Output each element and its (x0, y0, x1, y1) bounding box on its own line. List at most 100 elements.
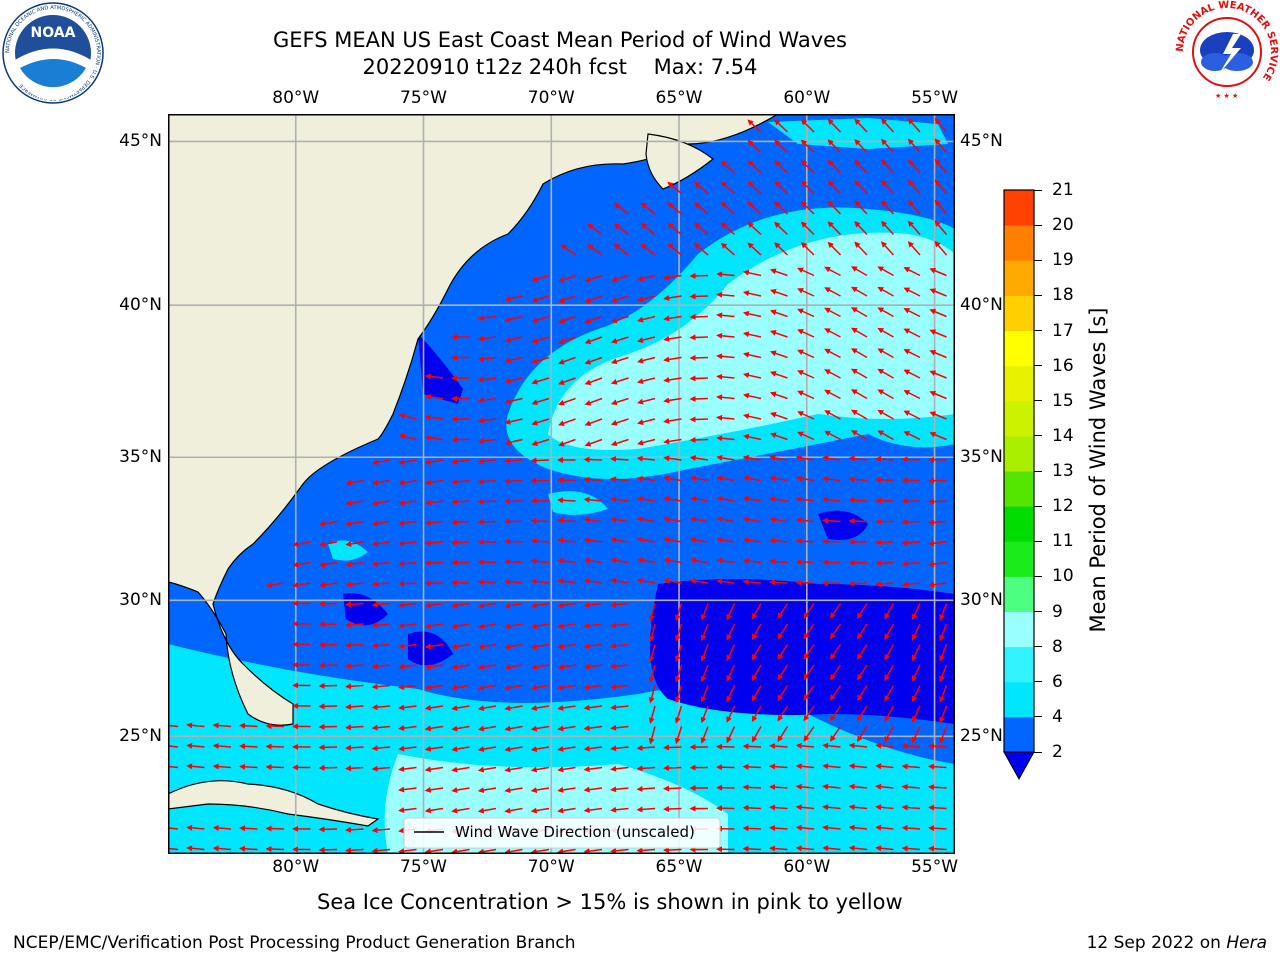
wind-wave-arrow (637, 295, 656, 302)
wind-wave-arrow (398, 499, 417, 506)
colorbar-tick-mark (1034, 470, 1042, 472)
wind-wave-arrow (477, 559, 497, 566)
map-panel[interactable]: Wind Wave Direction (unscaled) (168, 114, 955, 854)
low-period-zones (343, 334, 955, 724)
wind-wave-arrow (700, 623, 709, 642)
wind-wave-arrow (398, 520, 417, 527)
wind-wave-arrow (530, 457, 550, 464)
wind-wave-arrow (674, 623, 683, 642)
wind-wave-arrow (424, 786, 444, 793)
wind-wave-arrow (929, 288, 947, 297)
wind-wave-arrow (875, 742, 894, 749)
wind-wave-arrow (504, 438, 523, 446)
wind-wave-arrow (769, 784, 788, 791)
wind-wave-arrow (901, 763, 921, 770)
wind-wave-arrow (901, 845, 921, 852)
wind-wave-arrow (345, 765, 364, 772)
wind-wave-arrow (640, 222, 656, 236)
wind-wave-arrow (636, 455, 656, 462)
colorbar-tick-mark (1034, 365, 1042, 367)
wind-wave-arrow (928, 519, 947, 526)
wind-wave-arrow (742, 784, 762, 791)
wind-wave-arrow (371, 500, 391, 507)
wind-wave-arrow (803, 685, 815, 701)
wind-wave-arrow (610, 377, 629, 385)
wind-wave-arrow (345, 724, 364, 731)
colorbar (1003, 189, 1035, 781)
map-frame (168, 114, 955, 854)
wind-wave-arrow (797, 329, 815, 338)
wind-wave-arrow (829, 644, 842, 660)
wind-wave-arrow (827, 221, 842, 236)
wind-wave-arrow (583, 622, 603, 629)
wind-wave-arrow (716, 454, 735, 461)
wind-wave-arrow (928, 804, 947, 811)
wind-wave-arrow (398, 479, 417, 486)
wind-wave-arrow (648, 603, 656, 622)
wind-wave-arrow (829, 705, 842, 722)
wind-wave-arrow (751, 705, 762, 723)
colorbar-tick-mark (1034, 259, 1042, 261)
wind-wave-arrow (911, 623, 921, 641)
wind-wave-arrow (689, 334, 709, 341)
wind-wave-arrow (610, 356, 629, 365)
wind-wave-arrow (797, 411, 815, 420)
wind-wave-arrow (583, 602, 603, 609)
wind-wave-arrow (742, 516, 762, 523)
wind-wave-arrow (903, 308, 921, 318)
wind-wave-arrow (877, 286, 894, 297)
wind-wave-arrow (212, 742, 232, 749)
wind-wave-arrow (827, 159, 842, 174)
wind-wave-arrow (928, 784, 947, 791)
wind-wave-arrow (504, 746, 523, 753)
wind-wave-arrow (451, 478, 470, 485)
lon-tick-label: 65°W (655, 857, 703, 877)
colorbar-segment (1004, 435, 1034, 472)
wind-wave-arrow (774, 221, 789, 236)
wind-wave-arrow (504, 705, 523, 712)
wind-wave-arrow (557, 537, 576, 544)
wind-wave-arrow (345, 520, 364, 527)
wind-wave-arrow (824, 307, 841, 318)
wind-wave-arrow (848, 476, 868, 483)
wind-wave-arrow (451, 684, 470, 691)
wind-wave-arrow (663, 376, 682, 383)
wind-wave-arrow (800, 221, 815, 236)
colorbar-tick-label: 18 (1052, 285, 1074, 306)
wind-wave-arrow (504, 848, 523, 854)
wind-wave-arrow (716, 271, 735, 278)
wind-wave-arrow (884, 623, 895, 641)
wind-wave-arrow (504, 295, 523, 302)
wind-wave-arrow (477, 478, 497, 485)
wind-wave-arrow (212, 824, 232, 831)
wind-wave-arrow (827, 139, 842, 154)
wind-wave-arrow (318, 846, 338, 853)
wind-wave-arrow (504, 787, 523, 794)
wind-wave-arrow (424, 725, 444, 732)
wind-wave-arrow (851, 389, 868, 400)
wind-wave-arrow (877, 389, 894, 400)
wind-wave-arrow (663, 335, 682, 342)
wind-wave-arrow (239, 722, 258, 729)
wind-wave-arrow (648, 726, 656, 745)
wind-wave-arrow (716, 495, 735, 502)
wind-wave-arrow (557, 684, 576, 691)
wind-wave-arrow (584, 377, 603, 386)
wind-wave-arrow (875, 497, 894, 504)
wind-wave-arrow (848, 742, 868, 749)
wind-wave-arrow (318, 641, 338, 648)
lat-tick-label: 25°N (960, 726, 1003, 747)
wind-wave-arrow (663, 274, 682, 281)
wind-wave-arrow (345, 744, 364, 751)
wind-wave-arrow (371, 765, 391, 772)
wind-wave-arrow (530, 643, 550, 650)
wind-wave-arrow (777, 726, 789, 743)
wind-wave-arrow (239, 743, 258, 750)
wind-wave-arrow (424, 602, 444, 609)
wind-wave-arrow (797, 267, 815, 277)
wind-wave-arrow (318, 723, 338, 730)
wind-wave-arrow (877, 430, 894, 441)
wind-wave-arrow (901, 581, 921, 588)
wind-wave-arrow (530, 538, 550, 545)
wind-wave-arrow (663, 785, 682, 792)
